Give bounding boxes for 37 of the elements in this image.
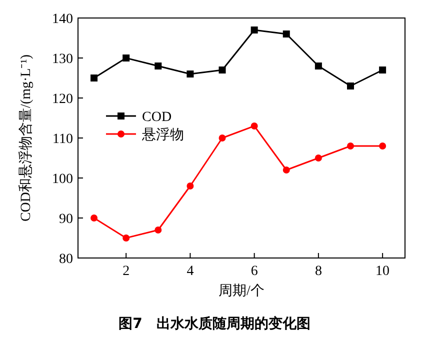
point [218,66,226,74]
x-tick-label: 2 [122,264,130,279]
point [90,214,98,222]
y-tick-label: 140 [52,12,73,27]
point [122,234,130,242]
point [379,66,386,74]
x-tick-label: 10 [376,264,390,279]
point [347,82,354,90]
point [154,62,162,70]
y-tick-label: 120 [52,92,73,107]
point [186,70,194,78]
x-tick-label: 6 [250,264,258,279]
x-tick-label: 8 [314,264,322,279]
y-tick-label: 90 [59,212,73,227]
point [250,26,258,34]
point [282,30,290,38]
point [218,134,226,142]
y-tick-label: 80 [59,252,73,267]
x-axis-title: 周期/个 [218,283,264,299]
y-tick-label: 100 [52,172,73,187]
point [154,226,162,234]
point [314,62,322,70]
text: 图7 出水水质随周期的变化图 [118,315,310,332]
point [282,166,290,174]
x-tick-label: 4 [186,264,194,279]
point [122,54,130,62]
point [379,142,386,150]
y-tick-label: 110 [52,132,73,147]
point [347,142,354,150]
legend-label: 悬浮物 [141,127,184,143]
legend-label: COD [142,110,172,125]
y-tick-label: 130 [52,52,73,67]
point [314,154,322,162]
point [186,182,194,190]
point [250,122,258,130]
point [90,74,98,82]
y-axis-title: COD和悬浮物含量/(mg·L⁻¹) [18,54,34,222]
